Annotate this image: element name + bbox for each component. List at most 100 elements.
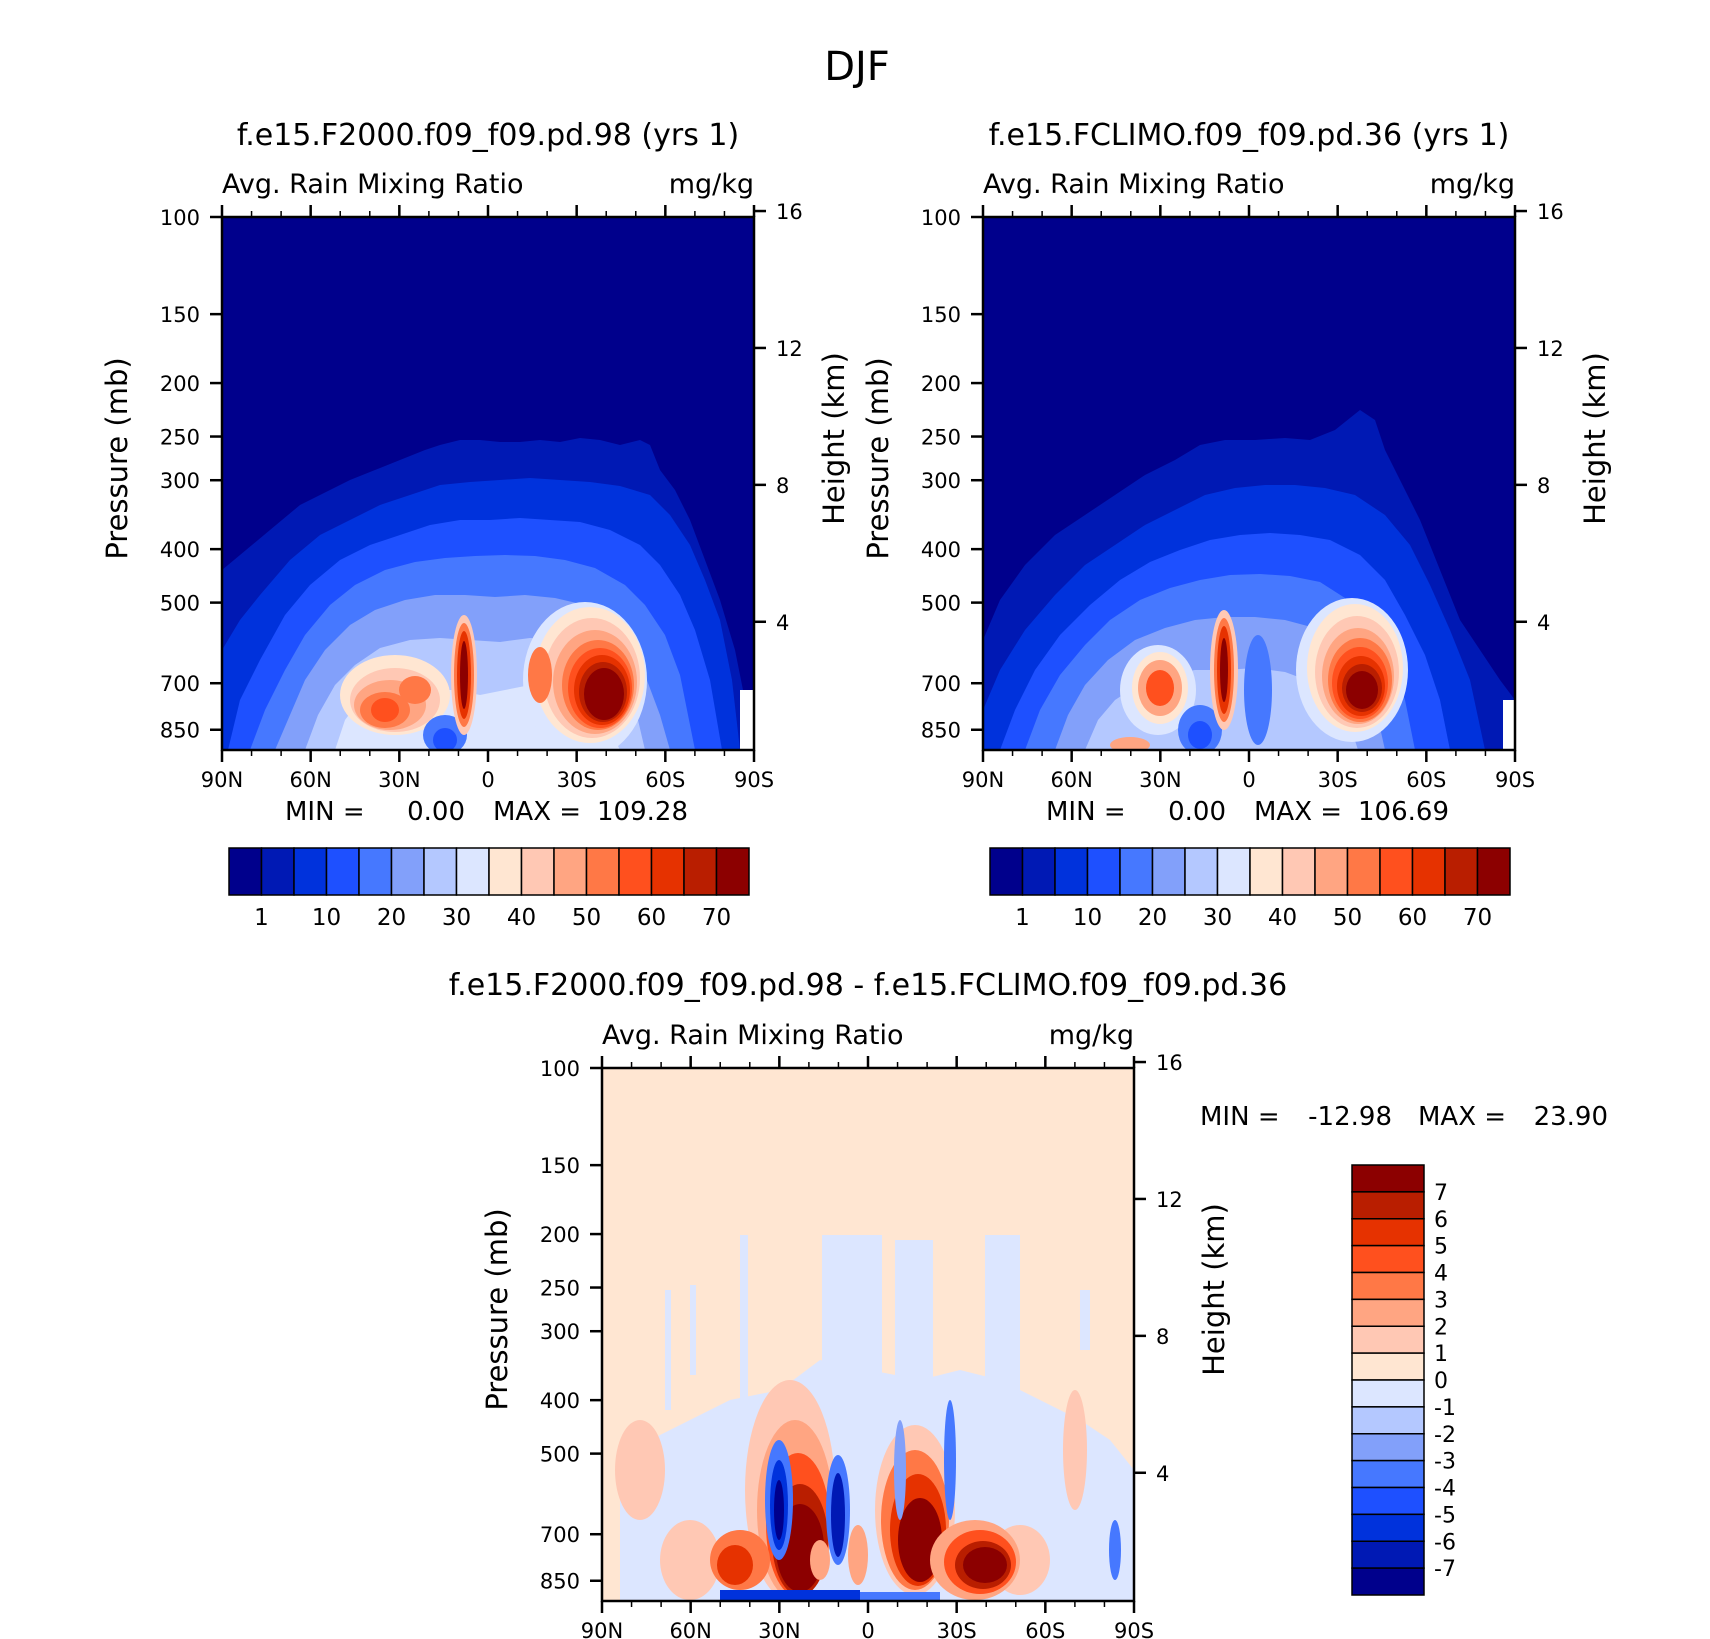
colorbar-swatch xyxy=(989,847,1024,896)
panel-1-xtick-label: 0 xyxy=(481,768,494,792)
panel-2-subtitle-left: Avg. Rain Mixing Ratio xyxy=(983,169,1285,200)
colorbar-label: -4 xyxy=(1434,1477,1456,1502)
colorbar-swatch xyxy=(715,847,750,896)
panel-1-xtick-label: 30S xyxy=(557,768,597,792)
colorbar-swatch xyxy=(1346,847,1381,896)
panel-1-ytick-label: 700 xyxy=(160,672,200,696)
colorbar-label: -5 xyxy=(1434,1503,1456,1528)
colorbar-swatch xyxy=(1351,1459,1425,1489)
colorbar-swatch xyxy=(1351,1244,1425,1274)
colorbar-swatch xyxy=(390,847,425,896)
colorbar-label: 2 xyxy=(1434,1315,1448,1340)
panel-1-ytick-label: 250 xyxy=(160,426,200,450)
panel-3-ytick-label: 850 xyxy=(540,1570,580,1594)
panel-3-ytick-right-label: 8 xyxy=(1156,1325,1169,1349)
colorbar-label: 50 xyxy=(572,905,601,931)
panel-1-subtitle-right: mg/kg xyxy=(669,169,754,200)
panel-1-ytick-label: 300 xyxy=(160,469,200,493)
panel-3-xtick-label: 90S xyxy=(1114,1619,1154,1639)
panel-2-ytick-right-label: 12 xyxy=(1537,337,1564,361)
panel-3-ylabel: Pressure (mb) xyxy=(480,1208,514,1410)
colorbar-label: 3 xyxy=(1434,1288,1448,1313)
panel-2-ytick-right-label: 4 xyxy=(1537,611,1550,635)
panel-2-colorbar: 1 10 20 30 40 50 60 70 xyxy=(989,847,1511,931)
panel-1-ytick-right-label: 16 xyxy=(776,200,803,224)
panel-2-ylabel: Pressure (mb) xyxy=(861,357,895,559)
panel-1-subtitle-left: Avg. Rain Mixing Ratio xyxy=(222,169,524,200)
colorbar-swatch xyxy=(650,847,685,896)
colorbar-swatch xyxy=(455,847,490,896)
panel-2-min-label: MIN = xyxy=(1046,797,1126,827)
colorbar-swatch xyxy=(260,847,295,896)
panel-2-xtick-label: 30N xyxy=(1139,768,1181,792)
panel-3-min-value: -12.98 xyxy=(1308,1102,1392,1132)
panel-1-title: f.e15.F2000.f09_f09.pd.98 (yrs 1) xyxy=(237,118,739,153)
panel-3-xtick-label: 0 xyxy=(861,1619,874,1639)
panel-3-ytick-label: 250 xyxy=(540,1277,580,1301)
colorbar-swatch xyxy=(683,847,718,896)
panel-1-xtick-label: 90N xyxy=(201,768,243,792)
colorbar-label: 40 xyxy=(1268,905,1297,931)
panel-3-xtick-label: 90N xyxy=(581,1619,623,1639)
colorbar-swatch xyxy=(1351,1433,1425,1462)
colorbar-swatch xyxy=(488,847,523,896)
panel-3-ytick-label: 200 xyxy=(540,1223,580,1247)
panel-2-field xyxy=(983,217,1515,750)
colorbar-swatch xyxy=(1021,847,1056,896)
panel-2-title: f.e15.FCLIMO.f09_f09.pd.36 (yrs 1) xyxy=(989,118,1510,153)
panel-3-subtitle-right: mg/kg xyxy=(1049,1020,1134,1051)
colorbar-label: 30 xyxy=(1203,905,1232,931)
panel-2-xtick-label: 30S xyxy=(1318,768,1358,792)
panel-1-max-label: MAX = xyxy=(493,797,581,827)
panel-1-colorbar: 1 10 20 30 40 50 60 70 xyxy=(228,847,750,931)
colorbar-swatch xyxy=(1476,847,1511,896)
colorbar-swatch xyxy=(1216,847,1251,896)
colorbar-label: 4 xyxy=(1434,1262,1448,1287)
colorbar-swatch xyxy=(1351,1298,1425,1327)
panel-3-ytick-right-label: 12 xyxy=(1156,1188,1183,1212)
panel-1-ytick-label: 850 xyxy=(160,719,200,743)
panel-1-xtick-label: 30N xyxy=(378,768,420,792)
colorbar-swatch xyxy=(1314,847,1349,896)
panel-3-ytick-label: 150 xyxy=(540,1154,580,1178)
panel-1-ytick-label: 400 xyxy=(160,538,200,562)
colorbar-swatch xyxy=(1379,847,1414,896)
colorbar-swatch xyxy=(358,847,393,896)
colorbar-swatch xyxy=(1086,847,1121,896)
colorbar-label: 7 xyxy=(1434,1181,1448,1206)
panel-2-xtick-label: 90N xyxy=(962,768,1004,792)
colorbar-label: -2 xyxy=(1434,1423,1456,1448)
colorbar-label: 60 xyxy=(637,905,666,931)
panel-2-ytick-label: 700 xyxy=(921,672,961,696)
panel-1-ytick-label: 200 xyxy=(160,372,200,396)
panel-2-ytick-label: 400 xyxy=(921,538,961,562)
panel-2-ylabel-right: Height (km) xyxy=(1578,352,1612,525)
panel-1-xtick-label: 60S xyxy=(645,768,685,792)
colorbar-label: 50 xyxy=(1333,905,1362,931)
panel-3-ytick-right-label: 4 xyxy=(1156,1462,1169,1486)
colorbar-swatch xyxy=(293,847,328,896)
panel-1-ytick-right-label: 4 xyxy=(776,611,789,635)
panel-2-max-value: 106.69 xyxy=(1358,797,1449,827)
panel-3-axes: 100 150 200 250 300 400 500 700 850 16 12 8 4 90N 60N 3… xyxy=(480,1051,1231,1639)
panel-2-ytick-right-label: 16 xyxy=(1537,200,1564,224)
colorbar-swatch xyxy=(1351,1540,1425,1569)
panel-3: f.e15.F2000.f09_f09.pd.98 - f.e15.FCLIMO… xyxy=(449,968,1608,1603)
colorbar-swatch xyxy=(1411,847,1446,896)
panel-3-ytick-label: 100 xyxy=(540,1057,580,1081)
panel-3-ytick-label: 300 xyxy=(540,1320,580,1344)
colorbar-swatch xyxy=(585,847,620,896)
panel-2-ytick-label: 250 xyxy=(921,426,961,450)
panel-1-min-value: 0.00 xyxy=(407,797,465,827)
colorbar-label: -7 xyxy=(1434,1557,1456,1582)
colorbar-swatch xyxy=(1351,1567,1425,1596)
panel-1-ylabel-right: Height (km) xyxy=(817,352,851,525)
panel-1-ytick-right-label: 12 xyxy=(776,337,803,361)
colorbar-label: -1 xyxy=(1434,1396,1456,1421)
panel-3-xtick-label: 60S xyxy=(1025,1619,1065,1639)
colorbar-label: -6 xyxy=(1434,1530,1456,1555)
panel-3-ytick-label: 500 xyxy=(540,1443,580,1467)
colorbar-swatch xyxy=(1351,1352,1425,1381)
panel-2-xtick-label: 60N xyxy=(1050,768,1092,792)
